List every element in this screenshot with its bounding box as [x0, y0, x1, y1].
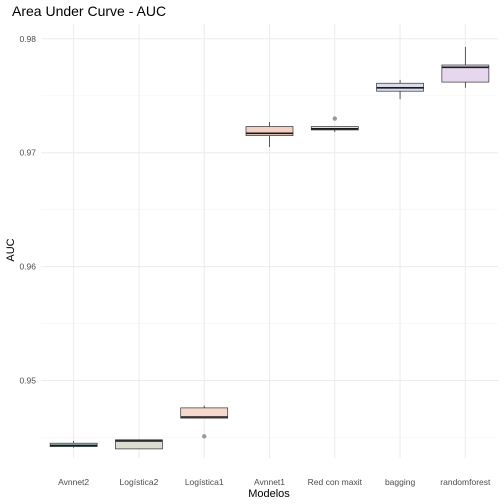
x-tick-label: Logística1 [185, 477, 224, 487]
x-tick-label: bagging [385, 477, 416, 487]
outlier-point [202, 434, 207, 439]
y-tick-label: 0.97 [19, 148, 36, 158]
x-tick-label: Avnnet1 [254, 477, 285, 487]
box-group [376, 79, 424, 100]
box-group [310, 116, 359, 133]
box-group [49, 440, 98, 448]
box [180, 407, 229, 419]
box-group [441, 46, 490, 88]
x-tick-label: Logística2 [120, 477, 159, 487]
box [115, 439, 163, 450]
x-tick-label: Avnnet2 [58, 477, 89, 487]
chart-title: Area Under Curve - AUC [12, 3, 166, 19]
y-axis-label: AUC [5, 238, 17, 261]
x-tick-label: Red con maxit [308, 477, 363, 487]
y-tick-label: 0.96 [19, 262, 36, 272]
y-tick-label: 0.95 [19, 376, 36, 386]
box-group [115, 439, 163, 450]
x-axis-tick-labels: Avnnet2 Logística2 Logística1 Avnnet1 Red co… [58, 477, 491, 487]
y-tick-label: 0.98 [19, 34, 36, 44]
box-group [245, 121, 294, 148]
x-tick-label: randomforest [440, 477, 491, 487]
box [441, 64, 490, 83]
box-group [180, 405, 229, 439]
y-axis-tick-labels: 0.95 0.96 0.97 0.98 [19, 34, 36, 386]
grid-lines [41, 24, 498, 458]
outlier-point [332, 116, 337, 121]
x-axis-label: Modelos [248, 488, 290, 500]
boxplot-marks [49, 46, 490, 450]
box [245, 126, 294, 136]
